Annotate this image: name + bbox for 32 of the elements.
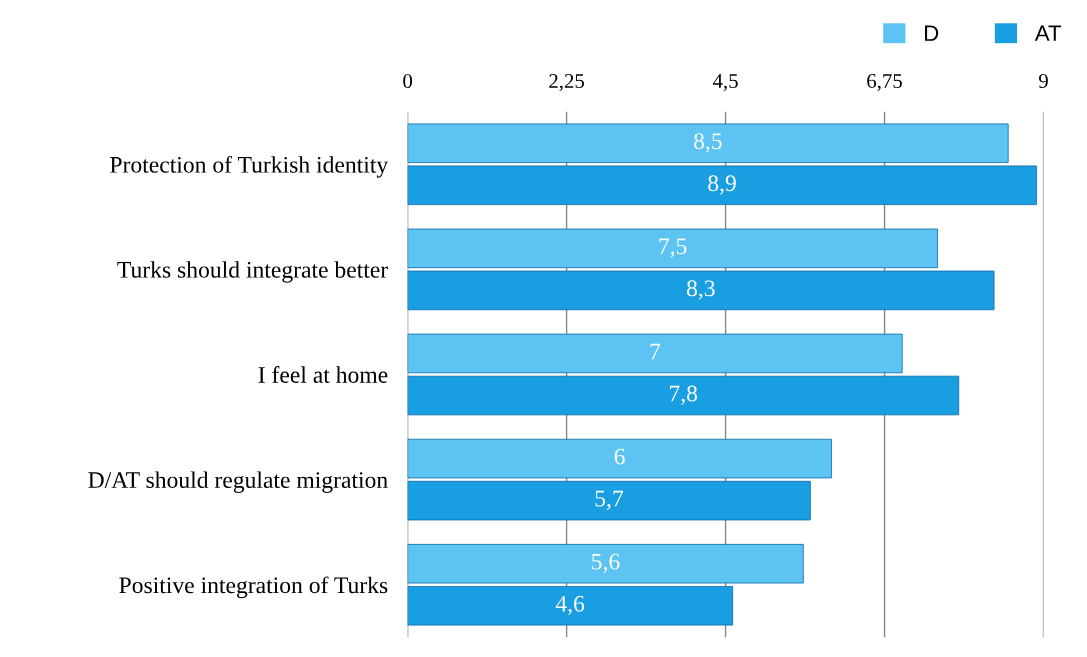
data-label: 7 xyxy=(650,343,661,360)
x-tick-label: 9 xyxy=(1038,74,1048,89)
bar xyxy=(407,375,960,416)
x-tick-label: 6,75 xyxy=(867,74,902,92)
x-tick-label: 0 xyxy=(403,73,413,89)
x-tick-label: 2,25 xyxy=(549,74,585,92)
bar xyxy=(407,585,734,626)
legend-label: AT xyxy=(1034,25,1062,41)
y-tick-label: D/AT should regulate migration xyxy=(88,471,388,493)
bar xyxy=(407,228,938,269)
bar xyxy=(407,480,811,521)
legend-label: D xyxy=(925,25,939,41)
y-tick-label: Protection of Turkish identity xyxy=(110,155,389,178)
bar xyxy=(407,543,804,584)
y-tick-label: I feel at home xyxy=(258,366,388,383)
data-label: 5,6 xyxy=(592,553,620,574)
data-label: 5,7 xyxy=(595,490,624,510)
data-label: 7,8 xyxy=(669,385,698,405)
data-label: 4,6 xyxy=(555,595,585,616)
y-tick-label: Positive integration of Turks xyxy=(119,576,388,599)
bar xyxy=(407,123,1009,163)
data-label: 8,3 xyxy=(686,280,715,300)
data-label: 8,5 xyxy=(694,133,722,153)
bar xyxy=(407,438,832,479)
bar xyxy=(407,270,995,311)
data-label: 7,5 xyxy=(659,238,687,258)
bar xyxy=(407,333,903,374)
data-label: 8,9 xyxy=(708,175,736,195)
x-tick-label: 4,5 xyxy=(712,74,738,92)
data-label: 6 xyxy=(614,448,625,465)
y-tick-label: Turks should integrate better xyxy=(117,261,388,283)
bar xyxy=(407,165,1037,206)
